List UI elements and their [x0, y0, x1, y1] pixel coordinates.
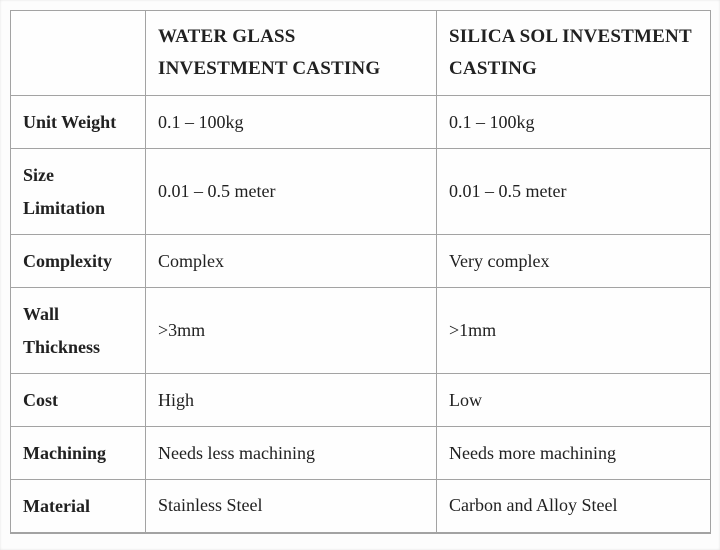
- row-label-cell: Cost: [10, 373, 146, 427]
- row-label-cell: Machining: [10, 426, 146, 480]
- water-glass-cell: Needs less machining: [145, 426, 437, 480]
- silica-sol-cell: 0.01 – 0.5 meter: [436, 148, 711, 235]
- table-row-unit-weight: Unit Weight 0.1 – 100kg 0.1 – 100kg: [10, 95, 711, 149]
- water-glass-cell: 0.1 – 100kg: [145, 95, 437, 149]
- row-label-cell: Complexity: [10, 234, 146, 288]
- col-header-water-glass: WATER GLASS INVESTMENT CASTING: [145, 10, 437, 96]
- silica-sol-cell: Carbon and Alloy Steel: [436, 479, 711, 533]
- water-glass-cell: Complex: [145, 234, 437, 288]
- table-row-cost: Cost High Low: [10, 373, 711, 427]
- water-glass-cell: Stainless Steel: [145, 479, 437, 533]
- water-glass-cell: 0.01 – 0.5 meter: [145, 148, 437, 235]
- silica-sol-cell: Low: [436, 373, 711, 427]
- water-glass-cell: High: [145, 373, 437, 427]
- silica-sol-cell: Very complex: [436, 234, 711, 288]
- water-glass-cell: >3mm: [145, 287, 437, 374]
- table-row-machining: Machining Needs less machining Needs mor…: [10, 426, 711, 480]
- row-label-cell: Size Limitation: [10, 148, 146, 235]
- silica-sol-cell: >1mm: [436, 287, 711, 374]
- table-row-wall-thickness: Wall Thickness >3mm >1mm: [10, 287, 711, 374]
- table-row-complexity: Complexity Complex Very complex: [10, 234, 711, 288]
- row-label-cell: Material: [10, 479, 146, 533]
- silica-sol-cell: 0.1 – 100kg: [436, 95, 711, 149]
- col-header-silica-sol: SILICA SOL INVESTMENT CASTING: [436, 10, 711, 96]
- comparison-table: WATER GLASS INVESTMENT CASTING SILICA SO…: [10, 10, 711, 534]
- row-label-cell: Unit Weight: [10, 95, 146, 149]
- table-row-material: Material Stainless Steel Carbon and Allo…: [10, 479, 711, 533]
- silica-sol-cell: Needs more machining: [436, 426, 711, 480]
- table-row-size-limitation: Size Limitation 0.01 – 0.5 meter 0.01 – …: [10, 148, 711, 235]
- table-header-row: WATER GLASS INVESTMENT CASTING SILICA SO…: [10, 10, 711, 96]
- row-label-cell: Wall Thickness: [10, 287, 146, 374]
- corner-header-cell: [10, 10, 146, 96]
